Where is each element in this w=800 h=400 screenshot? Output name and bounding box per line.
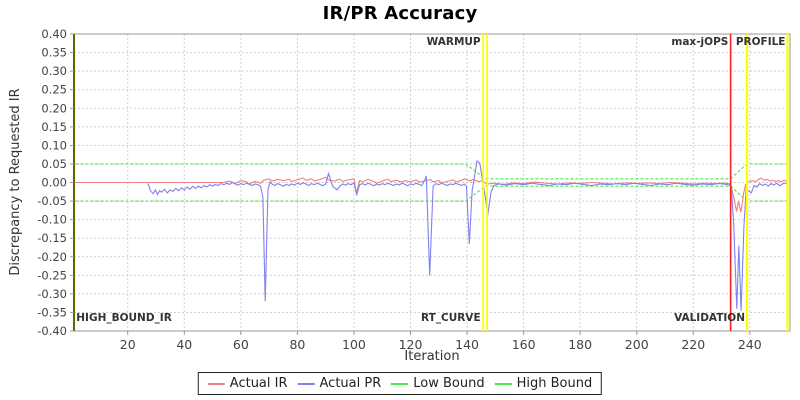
phase-markers <box>482 34 789 331</box>
y-tick-label: 0.40 <box>41 27 67 41</box>
y-tick-label: 0.25 <box>41 83 67 97</box>
legend-item-actual-pr: Actual PR <box>297 376 382 391</box>
y-tick-label: 0.20 <box>41 101 67 115</box>
y-tick-label: 0.15 <box>41 120 67 134</box>
x-tick-label: 120 <box>399 337 423 352</box>
series-actual-ir <box>75 176 788 213</box>
y-tick-label: 0.35 <box>41 46 67 60</box>
y-tick-label: -0.05 <box>37 194 67 208</box>
region-label-high_bound_ir: HIGH_BOUND_IR <box>76 312 172 324</box>
x-tick-label: 220 <box>681 337 705 352</box>
y-tick-label: 0.10 <box>41 138 67 152</box>
region-label-validation: VALIDATION <box>674 312 745 324</box>
x-tick-label: 140 <box>455 337 479 352</box>
x-tick-label: 20 <box>120 337 136 352</box>
chart-title: IR/PR Accuracy <box>322 3 478 24</box>
x-tick-label: 240 <box>738 337 762 352</box>
x-tick-label: 180 <box>568 337 592 352</box>
legend-swatch <box>494 382 512 385</box>
y-tick-label: -0.20 <box>37 250 67 264</box>
y-tick-label: -0.30 <box>37 287 67 301</box>
x-tick-label: 100 <box>342 337 366 352</box>
legend-item-actual-ir: Actual IR <box>207 376 288 391</box>
y-tick-label: 0.00 <box>41 176 67 190</box>
legend-label: Actual IR <box>229 376 288 391</box>
series-actual-pr <box>147 159 788 311</box>
y-tick-label: -0.10 <box>37 213 67 227</box>
axis-ticks: 0.40 0.35 0.30 0.25 0.20 0.15 0.10 0.05 0.00 -0.0… <box>37 27 762 352</box>
series-high-bound <box>75 163 789 180</box>
x-axis-title: Iteration <box>404 349 460 364</box>
y-tick-label: -0.15 <box>37 231 67 245</box>
y-tick-label: 0.30 <box>41 64 67 78</box>
region-label-rt_curve: RT_CURVE <box>421 312 481 324</box>
region-labels: WARMUP max-jOPS PROFILE HIGH_BOUND_IR RT_CUR… <box>76 36 785 324</box>
region-label-warmup: WARMUP <box>427 36 481 48</box>
legend-swatch <box>391 382 409 385</box>
x-tick-label: 80 <box>289 337 305 352</box>
region-label-profile: PROFILE <box>736 36 786 48</box>
x-tick-label: 160 <box>512 337 536 352</box>
legend-swatch <box>207 382 225 385</box>
x-tick-label: 60 <box>233 337 249 352</box>
region-label-max-jops: max-jOPS <box>671 36 728 48</box>
y-tick-label: -0.25 <box>37 268 67 282</box>
x-tick-label: 200 <box>625 337 649 352</box>
data-series <box>75 159 789 311</box>
y-tick-label: -0.40 <box>37 324 67 338</box>
legend-label: Low Bound <box>413 376 485 391</box>
y-tick-label: 0.05 <box>41 157 67 171</box>
series-low-bound <box>75 185 789 202</box>
legend-label: Actual PR <box>319 376 382 391</box>
legend-item-low-bound: Low Bound <box>391 376 485 391</box>
legend: Actual IR Actual PR Low Bound High Bound <box>197 372 603 395</box>
y-tick-label: -0.35 <box>37 305 67 319</box>
x-tick-label: 40 <box>176 337 192 352</box>
legend-swatch <box>297 382 315 385</box>
legend-label: High Bound <box>516 376 593 391</box>
legend-item-high-bound: High Bound <box>494 376 593 391</box>
